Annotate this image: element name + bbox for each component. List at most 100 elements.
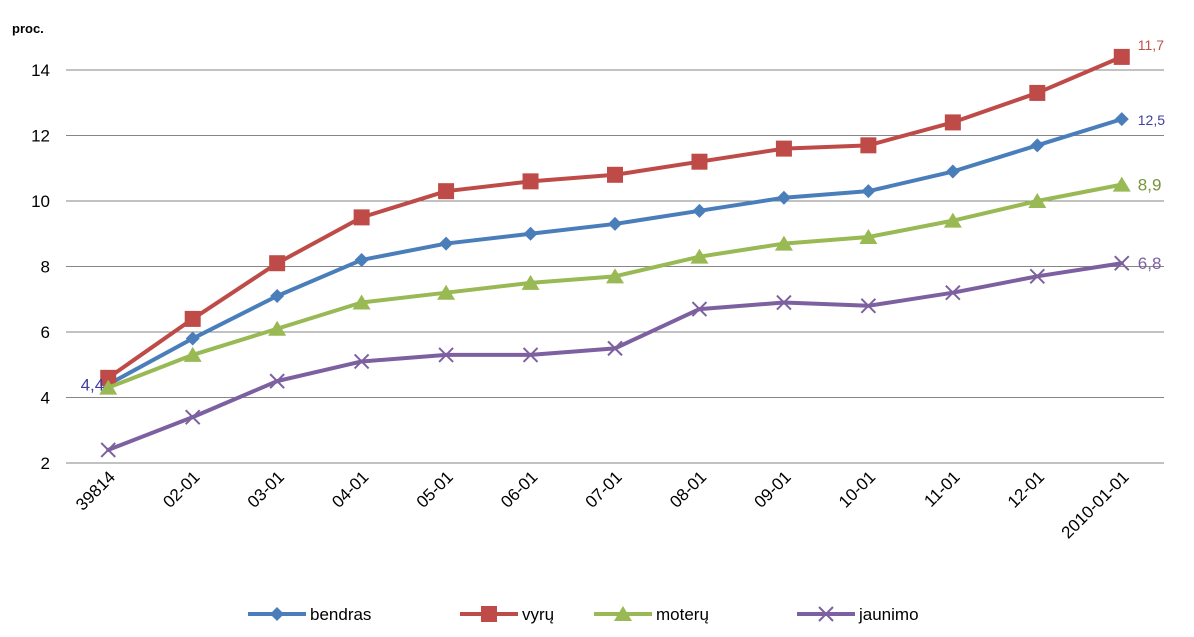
data-point xyxy=(521,274,540,290)
data-point xyxy=(945,164,960,179)
marker-stroke xyxy=(353,353,370,370)
marker-stroke xyxy=(1029,268,1046,285)
data-point xyxy=(1114,112,1129,127)
data-point xyxy=(437,284,456,300)
data-point xyxy=(691,153,708,170)
y-tick-label: 8 xyxy=(41,258,50,277)
legend-marker xyxy=(818,606,834,622)
data-label: 8,9 xyxy=(1138,176,1162,195)
series-bendras xyxy=(101,112,1129,392)
marker-stroke xyxy=(184,409,201,425)
data-label: 12,5 xyxy=(1138,112,1165,128)
marker-stroke xyxy=(438,347,454,363)
marker-stroke xyxy=(522,347,539,363)
x-axis-ticks: 39814 02-01 03-01 04-01 05-01 06-01 07-01 08-01… xyxy=(72,467,1132,542)
marker-stroke xyxy=(691,301,708,317)
data-point xyxy=(439,236,454,251)
series-line xyxy=(106,261,1124,452)
x-tick-label: 09-01 xyxy=(751,467,795,511)
data-point xyxy=(1113,48,1130,65)
data-point xyxy=(1029,268,1046,285)
series-moterų xyxy=(99,176,1131,395)
data-point xyxy=(860,298,877,314)
data-point xyxy=(607,166,623,183)
data-point xyxy=(691,301,708,317)
data-point xyxy=(690,248,709,264)
x-tick-label: 07-01 xyxy=(582,467,626,511)
data-point xyxy=(1114,255,1130,271)
marker-stroke xyxy=(818,606,834,622)
data-point xyxy=(774,235,793,251)
series-jaunimo xyxy=(100,255,1130,458)
x-tick-label: 2010-01-01 xyxy=(1058,467,1133,542)
data-point xyxy=(1028,193,1047,208)
legend-marker xyxy=(481,606,497,622)
x-tick-label: 12-01 xyxy=(1004,467,1048,511)
data-labels: 4,4 11,7 12,5 8,9 6,8 xyxy=(81,37,1166,394)
y-tick-label: 2 xyxy=(41,454,50,473)
marker-stroke xyxy=(607,340,623,357)
legend: bendras vyrų moterų jaunimo xyxy=(248,605,919,624)
x-tick-label: 11-01 xyxy=(920,467,963,510)
legend-label: vyrų xyxy=(522,605,554,624)
data-point xyxy=(352,294,371,310)
data-point xyxy=(353,353,370,370)
data-point xyxy=(1029,84,1046,101)
gridlines xyxy=(66,69,1164,464)
data-point xyxy=(183,346,202,362)
data-label: 6,8 xyxy=(1138,254,1162,273)
data-point xyxy=(100,442,116,458)
data-point xyxy=(860,137,877,154)
data-point xyxy=(607,340,623,357)
data-point xyxy=(184,310,201,327)
data-point xyxy=(944,114,961,131)
data-point xyxy=(522,173,539,190)
data-point xyxy=(353,209,370,226)
marker-stroke xyxy=(100,442,116,458)
legend-marker xyxy=(270,607,284,621)
legend-item-vyrų: vyrų xyxy=(460,605,554,624)
data-point xyxy=(522,347,539,363)
data-label: 4,4 xyxy=(81,375,105,394)
marker-stroke xyxy=(776,294,792,311)
legend-marker xyxy=(614,606,632,621)
data-point xyxy=(859,229,878,245)
series-line xyxy=(106,182,1124,390)
y-tick-label: 6 xyxy=(41,323,50,342)
data-point xyxy=(943,212,962,228)
data-point xyxy=(438,183,455,200)
data-point xyxy=(945,284,961,301)
data-point xyxy=(354,252,369,267)
legend-item-jaunimo: jaunimo xyxy=(797,605,919,624)
data-label: 11,7 xyxy=(1138,37,1164,53)
data-point xyxy=(776,294,792,311)
data-point xyxy=(1112,176,1131,192)
data-point xyxy=(185,331,200,346)
data-point xyxy=(270,288,285,303)
data-point xyxy=(523,226,538,241)
x-tick-label: 10-01 xyxy=(835,467,879,511)
legend-label: bendras xyxy=(310,605,371,624)
y-axis-unit-label: proc. xyxy=(12,21,44,36)
data-point xyxy=(269,373,285,389)
data-point xyxy=(269,255,286,272)
data-point xyxy=(692,203,707,218)
legend-item-bendras: bendras xyxy=(248,605,371,624)
x-tick-label: 39814 xyxy=(72,467,119,514)
data-point xyxy=(608,216,622,231)
data-point xyxy=(776,190,791,205)
data-point xyxy=(775,140,792,157)
marker-stroke xyxy=(945,284,961,301)
marker-stroke xyxy=(269,373,285,389)
data-point xyxy=(606,268,624,284)
x-tick-label: 08-01 xyxy=(666,467,710,511)
legend-item-moterų: moterų xyxy=(594,605,709,624)
x-tick-label: 05-01 xyxy=(413,467,457,511)
data-point xyxy=(1030,138,1045,153)
x-tick-label: 02-01 xyxy=(159,467,203,511)
y-axis-ticks: 2 4 6 8 10 12 14 xyxy=(31,61,50,473)
series-lines xyxy=(99,48,1131,458)
series-line xyxy=(106,117,1124,387)
x-tick-label: 03-01 xyxy=(244,467,288,511)
